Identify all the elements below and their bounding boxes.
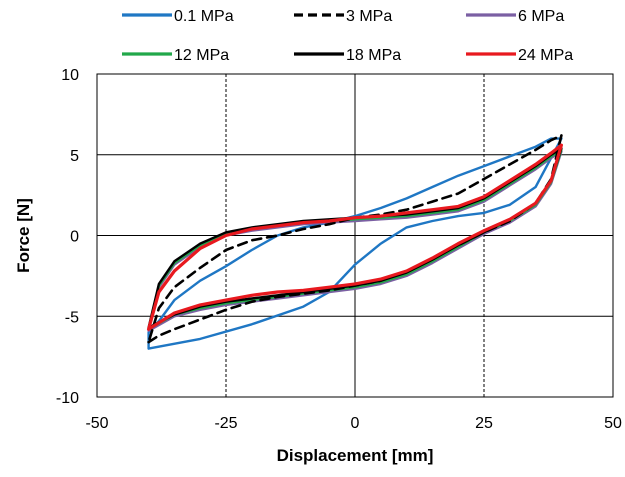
legend: 0.1 MPa 3 MPa 6 MPa 12 MPa 18 MPa 24 MPa bbox=[122, 8, 573, 64]
y-axis-title: Force [N] bbox=[14, 198, 33, 273]
series-line-0-1-mpa bbox=[147, 137, 563, 350]
legend-label: 12 MPa bbox=[174, 47, 229, 64]
legend-label: 18 MPa bbox=[346, 47, 401, 64]
series-layer bbox=[147, 134, 564, 350]
x-tick-label: -50 bbox=[85, 415, 108, 432]
y-tick-label: -10 bbox=[56, 390, 79, 407]
legend-label: 24 MPa bbox=[518, 47, 573, 64]
x-axis-title: Displacement [mm] bbox=[277, 446, 434, 465]
y-tick-label: 0 bbox=[70, 229, 79, 246]
legend-label: 6 MPa bbox=[518, 8, 564, 25]
x-tick-label: 50 bbox=[604, 415, 622, 432]
y-tick-label: -5 bbox=[65, 309, 79, 326]
y-tick-label: 5 bbox=[70, 148, 79, 165]
series-line-3-mpa bbox=[147, 134, 563, 344]
grid bbox=[97, 74, 613, 397]
series-line-24-mpa bbox=[147, 143, 564, 331]
legend-label: 0.1 MPa bbox=[174, 8, 234, 25]
x-tick-label: -25 bbox=[214, 415, 237, 432]
y-tick-label: 10 bbox=[61, 67, 79, 84]
plot-frame bbox=[96, 73, 614, 398]
x-tick-label: 0 bbox=[351, 415, 360, 432]
legend-label: 3 MPa bbox=[346, 8, 392, 25]
x-tick-label: 25 bbox=[475, 415, 493, 432]
